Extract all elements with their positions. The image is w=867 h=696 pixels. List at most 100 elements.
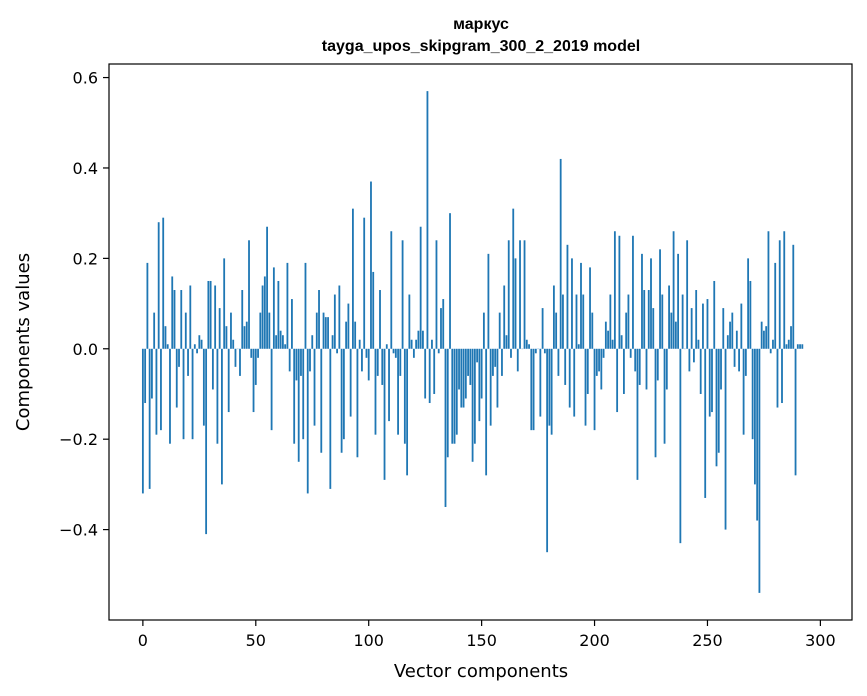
bar-159 bbox=[501, 348, 503, 376]
bar-170 bbox=[525, 339, 528, 349]
bar-257 bbox=[722, 308, 725, 349]
bar-156 bbox=[494, 348, 497, 367]
bar-152 bbox=[485, 348, 488, 476]
bar-17 bbox=[180, 290, 183, 349]
bar-51 bbox=[257, 348, 259, 358]
bar-209 bbox=[613, 231, 616, 349]
bar-99 bbox=[365, 348, 368, 358]
bar-141 bbox=[460, 348, 463, 408]
bar-33 bbox=[216, 348, 219, 444]
bar-31 bbox=[211, 348, 214, 390]
bar-181 bbox=[550, 348, 553, 435]
bar-251 bbox=[708, 348, 711, 417]
bar-143 bbox=[464, 348, 467, 399]
bar-149 bbox=[478, 348, 481, 422]
bar-189 bbox=[568, 348, 571, 408]
bar-129 bbox=[433, 348, 436, 394]
bar-29 bbox=[207, 280, 210, 349]
bar-40 bbox=[232, 339, 235, 349]
bar-39 bbox=[230, 312, 232, 349]
bar-55 bbox=[266, 226, 268, 349]
bar-45 bbox=[243, 326, 246, 349]
bar-245 bbox=[695, 290, 698, 349]
bar-69 bbox=[297, 348, 300, 462]
bar-212 bbox=[620, 335, 623, 349]
bar-269 bbox=[749, 280, 752, 349]
bar-249 bbox=[704, 348, 707, 498]
bar-172 bbox=[530, 348, 533, 431]
chart-title: маркус bbox=[453, 16, 509, 33]
bar-54 bbox=[263, 276, 266, 349]
bar-216 bbox=[629, 348, 632, 358]
bar-98 bbox=[363, 217, 366, 349]
bar-199 bbox=[591, 312, 594, 349]
x-tick-label: 250 bbox=[692, 631, 723, 650]
bar-41 bbox=[234, 348, 237, 367]
bar-58 bbox=[272, 267, 275, 349]
bar-4 bbox=[151, 348, 153, 399]
bar-283 bbox=[781, 348, 783, 404]
bar-120 bbox=[412, 348, 415, 358]
bar-233 bbox=[668, 285, 670, 349]
bar-75 bbox=[311, 335, 314, 349]
bar-103 bbox=[374, 348, 377, 435]
bar-230 bbox=[661, 294, 664, 349]
bar-287 bbox=[790, 326, 792, 349]
plot-frame bbox=[108, 63, 853, 621]
bar-20 bbox=[187, 348, 189, 376]
bar-166 bbox=[516, 348, 519, 372]
bar-79 bbox=[320, 348, 323, 453]
bar-80 bbox=[322, 312, 325, 349]
bar-24 bbox=[196, 348, 198, 354]
bar-74 bbox=[309, 348, 311, 372]
bar-12 bbox=[169, 348, 171, 444]
bar-142 bbox=[462, 348, 465, 408]
bar-146 bbox=[471, 348, 474, 462]
bar-239 bbox=[681, 294, 684, 349]
bar-117 bbox=[406, 348, 409, 476]
bar-204 bbox=[602, 348, 605, 358]
x-tick-label: 50 bbox=[246, 631, 266, 650]
x-tick-label: 100 bbox=[353, 631, 384, 650]
bar-102 bbox=[372, 271, 375, 349]
bar-148 bbox=[476, 348, 479, 363]
bar-122 bbox=[417, 330, 420, 349]
bar-32 bbox=[214, 285, 217, 349]
bar-254 bbox=[715, 348, 718, 467]
bar-110 bbox=[390, 231, 393, 349]
bar-229 bbox=[659, 249, 661, 349]
bar-195 bbox=[582, 294, 585, 349]
bar-1 bbox=[144, 348, 147, 404]
bar-68 bbox=[295, 348, 298, 381]
bar-154 bbox=[489, 348, 492, 426]
bar-134 bbox=[444, 348, 447, 507]
bar-128 bbox=[431, 339, 433, 349]
bar-130 bbox=[435, 240, 438, 349]
x-tick-label: 0 bbox=[138, 631, 148, 650]
bar-264 bbox=[738, 348, 740, 372]
bar-279 bbox=[772, 339, 774, 349]
bar-63 bbox=[284, 344, 287, 349]
bar-185 bbox=[559, 158, 562, 349]
bar-201 bbox=[595, 348, 598, 376]
bar-153 bbox=[487, 253, 490, 349]
bar-180 bbox=[548, 348, 551, 426]
bar-114 bbox=[399, 348, 402, 376]
bar-131 bbox=[437, 348, 440, 354]
bar-140 bbox=[458, 348, 460, 390]
bar-218 bbox=[634, 348, 637, 372]
bar-284 bbox=[783, 231, 786, 349]
bar-285 bbox=[785, 344, 788, 349]
bar-263 bbox=[735, 330, 738, 349]
bar-16 bbox=[178, 348, 180, 367]
bar-139 bbox=[455, 348, 458, 435]
bar-164 bbox=[512, 208, 515, 349]
bar-92 bbox=[349, 348, 352, 417]
bar-208 bbox=[611, 339, 614, 349]
bar-267 bbox=[744, 348, 747, 376]
bar-124 bbox=[422, 330, 424, 349]
bar-22 bbox=[191, 348, 194, 440]
bar-193 bbox=[577, 344, 580, 349]
bar-90 bbox=[345, 321, 348, 349]
